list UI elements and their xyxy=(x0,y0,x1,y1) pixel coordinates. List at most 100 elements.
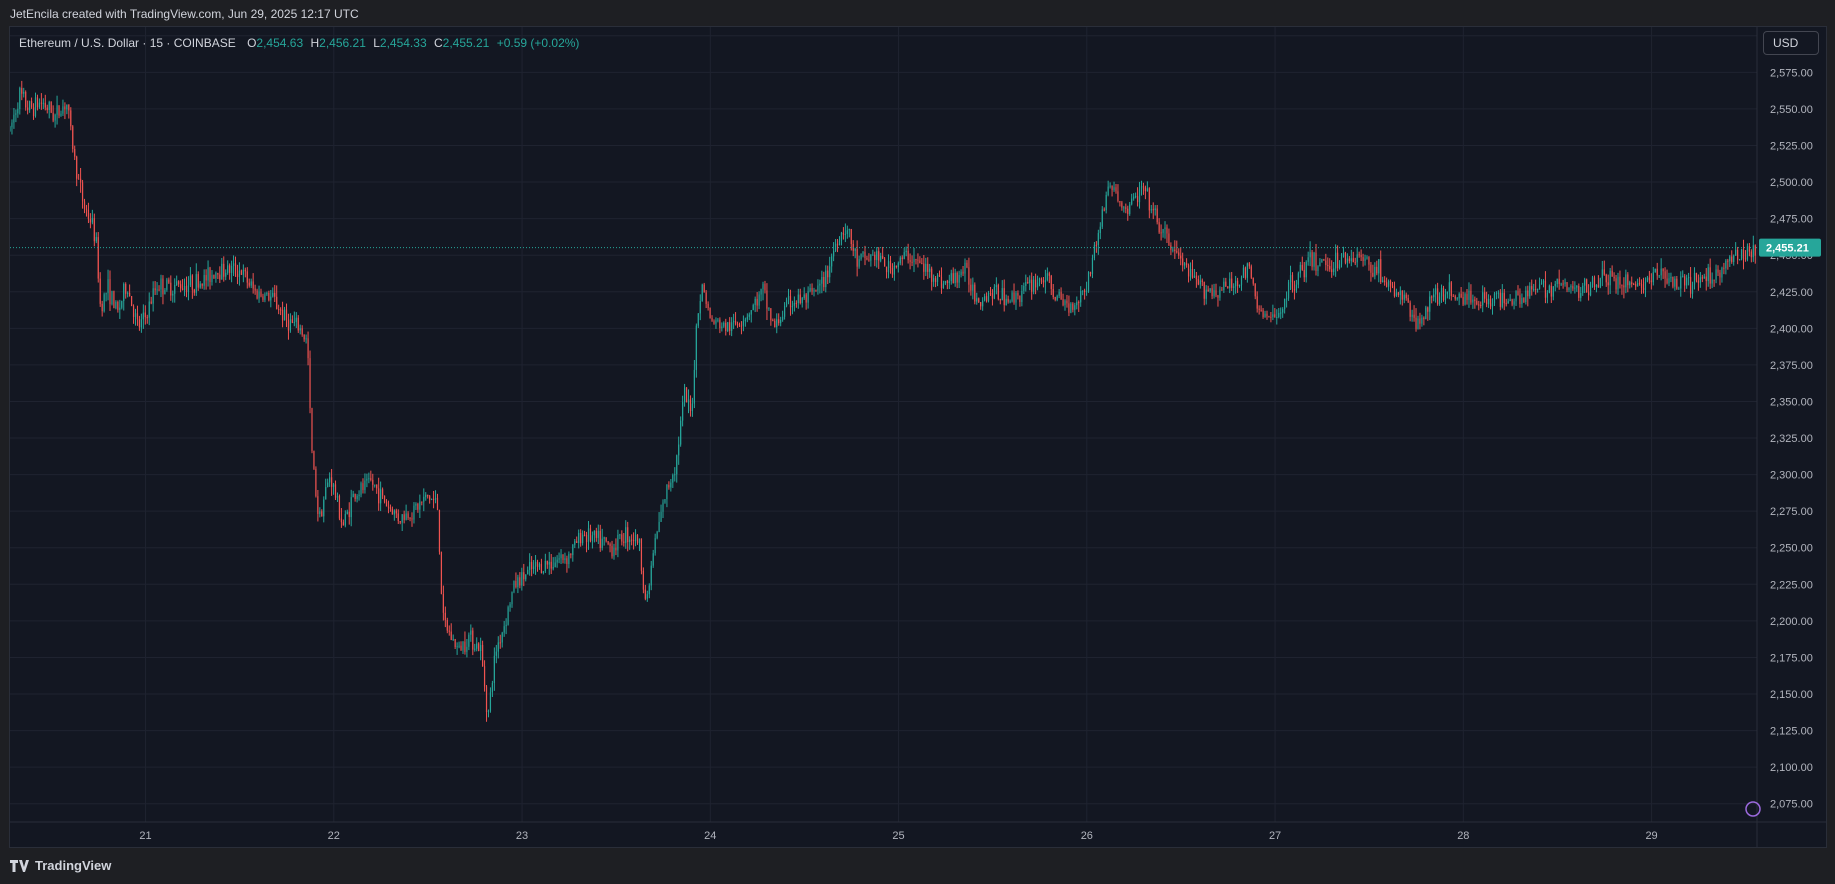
candle-body xyxy=(570,554,572,556)
candle xyxy=(831,253,833,273)
candle-body xyxy=(1166,227,1168,234)
candle-body xyxy=(1093,244,1096,258)
candles[interactable] xyxy=(10,80,1756,722)
candle-body xyxy=(254,288,256,291)
candle-body xyxy=(256,290,258,299)
candle-body xyxy=(1027,282,1029,284)
candle-body xyxy=(1421,317,1423,324)
candle xyxy=(399,520,401,525)
candle xyxy=(1217,294,1219,307)
candle xyxy=(1270,311,1272,323)
candle xyxy=(1544,271,1547,304)
candle-body xyxy=(66,104,68,110)
candle-body xyxy=(1460,293,1462,298)
currency-button[interactable]: USD xyxy=(1763,31,1819,55)
footer: TradingView xyxy=(0,848,1835,884)
candle-body xyxy=(1262,310,1264,318)
candle-body xyxy=(230,265,233,273)
candle-body xyxy=(299,328,301,331)
candle xyxy=(956,271,958,289)
candle-body xyxy=(1542,280,1545,283)
candle xyxy=(1429,291,1431,321)
candle xyxy=(1740,248,1743,261)
candle xyxy=(895,265,897,269)
candle xyxy=(219,266,221,284)
candle-body xyxy=(982,300,984,307)
candle xyxy=(254,284,256,295)
candle xyxy=(234,256,237,277)
candle-body xyxy=(1617,276,1619,290)
candle xyxy=(813,287,815,297)
candle-body xyxy=(889,261,892,268)
candle xyxy=(1546,290,1549,304)
replay-icon[interactable] xyxy=(1745,801,1761,817)
tradingview-brand[interactable]: TradingView xyxy=(10,858,111,873)
candle-body xyxy=(1601,269,1603,279)
candle xyxy=(1480,301,1482,309)
chart-panel[interactable]: 2,075.00 2,100.00 2,125.00 2,150.00 2,175.00… xyxy=(9,26,1827,848)
candle xyxy=(160,274,162,298)
candle xyxy=(1362,253,1364,267)
candle xyxy=(1293,280,1296,300)
candle xyxy=(79,167,82,193)
candle xyxy=(1391,281,1394,289)
candle-body xyxy=(58,105,60,116)
candle xyxy=(954,268,956,287)
candle xyxy=(997,283,999,301)
candle-body xyxy=(1740,249,1743,260)
candle xyxy=(225,269,227,281)
candle-body xyxy=(721,326,723,329)
candle-body xyxy=(68,104,70,111)
candle-body xyxy=(840,232,843,241)
candle xyxy=(1540,279,1543,285)
candle-body xyxy=(919,260,921,264)
candle-body xyxy=(13,114,15,123)
candle-body xyxy=(423,496,425,502)
candle-body xyxy=(1050,275,1052,290)
candle xyxy=(740,321,743,335)
candle-body xyxy=(1172,249,1174,251)
candle-body xyxy=(554,562,556,568)
candle xyxy=(287,313,290,340)
candle-body xyxy=(397,513,399,522)
candle xyxy=(1374,262,1376,280)
candle xyxy=(315,466,317,498)
candle-body xyxy=(587,528,590,543)
candle xyxy=(32,103,35,120)
candle-body xyxy=(1358,254,1360,256)
candle xyxy=(1591,275,1594,288)
candle-body xyxy=(1519,295,1521,305)
candle xyxy=(682,395,684,427)
candle xyxy=(1372,264,1374,278)
symbol-title[interactable]: Ethereum / U.S. Dollar · 15 · COINBASE xyxy=(19,36,236,50)
candle xyxy=(1329,258,1331,272)
candle xyxy=(452,634,454,641)
candle-body xyxy=(1546,292,1549,298)
price-chart[interactable]: 2,075.002,100.002,125.002,150.002,175.00… xyxy=(10,27,1826,847)
candle xyxy=(664,499,666,504)
candle xyxy=(1521,293,1523,308)
y-tick-label: 2,175.00 xyxy=(1770,652,1813,664)
candle xyxy=(1399,286,1401,305)
candle xyxy=(1403,290,1405,304)
candle-body xyxy=(768,308,770,310)
candle xyxy=(389,504,392,512)
candle xyxy=(638,538,641,552)
candle-body xyxy=(813,289,815,292)
candle-body xyxy=(323,499,325,517)
candle-body xyxy=(966,262,968,268)
candle-body xyxy=(1476,301,1478,305)
candle xyxy=(876,247,878,268)
candle-body xyxy=(1356,254,1358,263)
candle-body xyxy=(142,312,144,320)
candle xyxy=(1387,279,1390,291)
candle-body xyxy=(399,521,401,523)
candle xyxy=(646,590,648,602)
candle-body xyxy=(158,289,160,291)
candle-body xyxy=(625,527,627,543)
candle-body xyxy=(799,294,801,303)
candle xyxy=(542,570,544,575)
candle-body xyxy=(1223,281,1225,290)
candle-body xyxy=(709,307,711,318)
candle-body xyxy=(1203,281,1205,299)
